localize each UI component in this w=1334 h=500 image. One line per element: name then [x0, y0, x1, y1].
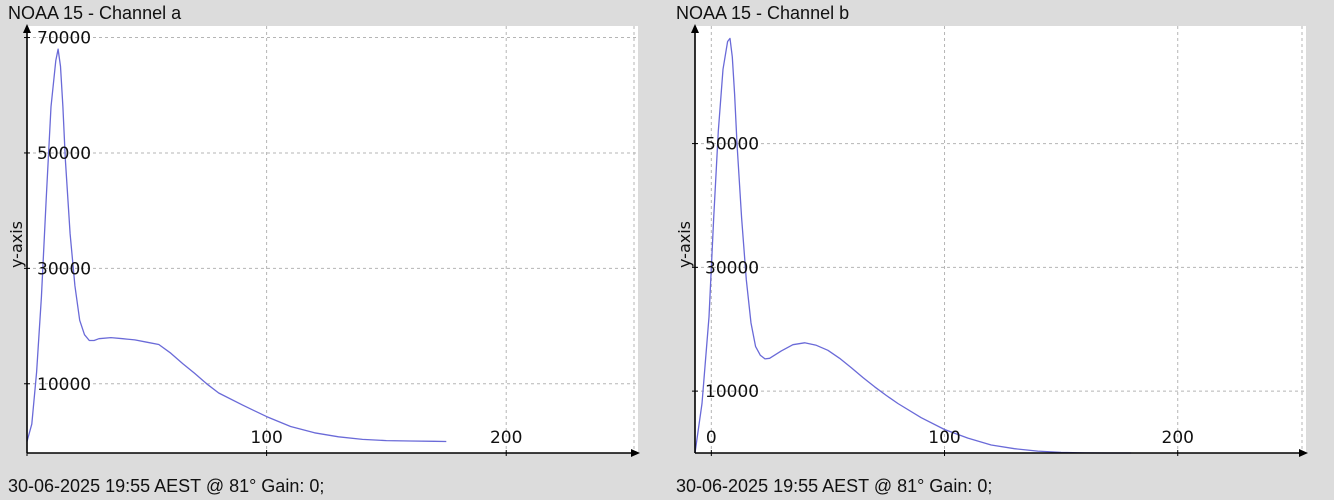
y-tick-label: 50000	[705, 135, 759, 155]
y-tick-label: 50000	[37, 144, 91, 164]
series-line	[694, 37, 1132, 454]
x-tick-label: 100	[250, 428, 282, 448]
series-line	[26, 48, 447, 443]
x-tick-label: 200	[1162, 428, 1194, 448]
x-axis-arrow	[1299, 449, 1308, 457]
y-axis-arrow	[691, 24, 699, 33]
chart-channel-a: 100 200 10000 30000 50000 70000 y-axis	[7, 24, 640, 457]
plot-area	[27, 26, 638, 453]
y-tick-label: 30000	[705, 258, 759, 278]
plot-area	[695, 26, 1306, 453]
chart-channel-b: 0 100 200 10000 30000 50000 y-axis	[675, 24, 1308, 457]
x-tick-label: 200	[490, 428, 522, 448]
y-tick-label: 10000	[705, 382, 759, 402]
x-tick-label: 100	[928, 428, 960, 448]
y-tick-label: 10000	[37, 375, 91, 395]
y-tick-label: 30000	[37, 259, 91, 279]
chart-title: NOAA 15 - Channel a	[8, 3, 182, 23]
chart-panel-channel-b: NOAA 15 - Channel b 0 100 200 10000 30000 500…	[668, 0, 1326, 500]
pass-info-footer: 30-06-2025 19:55 AEST @ 81° Gain: 0;	[676, 476, 993, 496]
x-axis-arrow	[631, 449, 640, 457]
x-tick-label: 0	[706, 428, 717, 448]
y-axis-arrow	[23, 24, 31, 33]
chart-title: NOAA 15 - Channel b	[676, 3, 850, 23]
chart-panel-channel-a: NOAA 15 - Channel a 100 200 10000 30000 5000…	[0, 0, 658, 500]
y-axis-title: y-axis	[675, 221, 694, 268]
y-tick-label: 70000	[37, 29, 91, 49]
pass-info-footer: 30-06-2025 19:55 AEST @ 81° Gain: 0;	[8, 476, 325, 496]
y-axis-title: y-axis	[7, 221, 26, 268]
